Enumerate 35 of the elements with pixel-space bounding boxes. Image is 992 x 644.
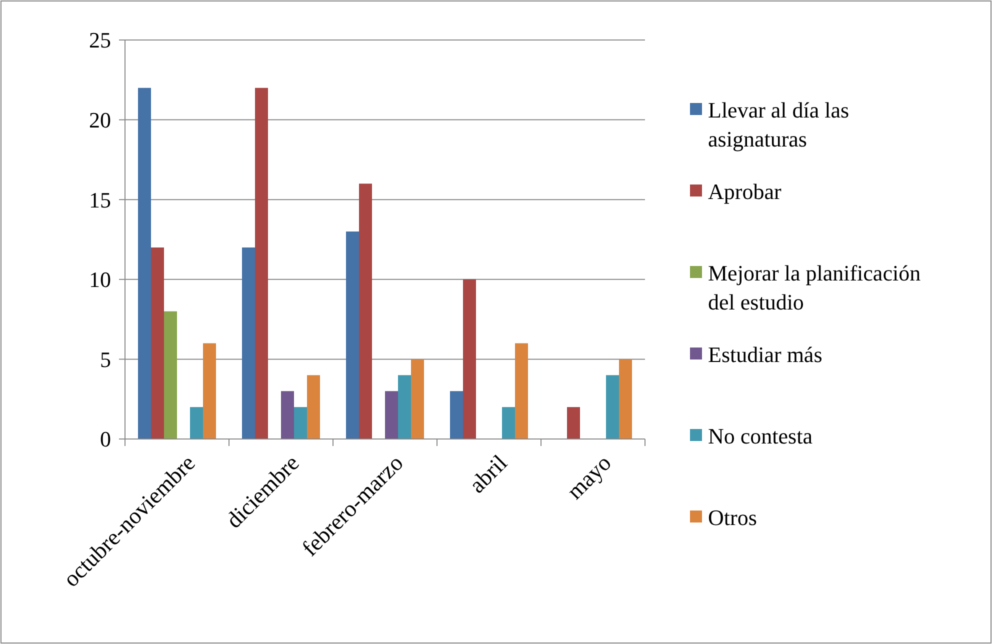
- bar: [203, 343, 216, 439]
- legend-label: No contesta: [708, 424, 813, 449]
- bar: [307, 375, 320, 439]
- y-tick-label: 20: [89, 108, 111, 132]
- bar: [281, 391, 294, 439]
- bar: [242, 247, 255, 439]
- bar: [190, 407, 203, 439]
- bar: [255, 88, 268, 439]
- y-tick-label: 15: [89, 187, 111, 212]
- bar: [619, 359, 632, 439]
- bar: [359, 184, 372, 439]
- bar: [398, 375, 411, 439]
- bar: [463, 279, 476, 439]
- y-tick-label: 25: [89, 28, 111, 53]
- legend-label: Estudiar más: [708, 342, 822, 368]
- bar: [294, 407, 307, 439]
- bar: [385, 391, 398, 439]
- legend-label: Mejorar la planificación del estudio: [708, 260, 921, 314]
- bar: [411, 359, 424, 439]
- bar: [346, 232, 359, 439]
- bar: [515, 343, 528, 439]
- y-tick-label: 5: [100, 346, 111, 372]
- bar: [164, 311, 177, 439]
- y-tick-label: 0: [100, 426, 111, 452]
- bar: [502, 407, 515, 439]
- y-tick-label: 10: [89, 267, 111, 292]
- legend-label: Aprobar: [708, 179, 782, 204]
- legend-label: Otros: [708, 505, 757, 530]
- bar: [450, 391, 463, 439]
- bar: [151, 247, 164, 439]
- x-tick-label: abril: [464, 450, 512, 498]
- bar: [138, 88, 151, 439]
- legend-label: Llevar al día las asignaturas: [708, 98, 850, 152]
- bar: [606, 375, 619, 439]
- bar: [567, 407, 580, 439]
